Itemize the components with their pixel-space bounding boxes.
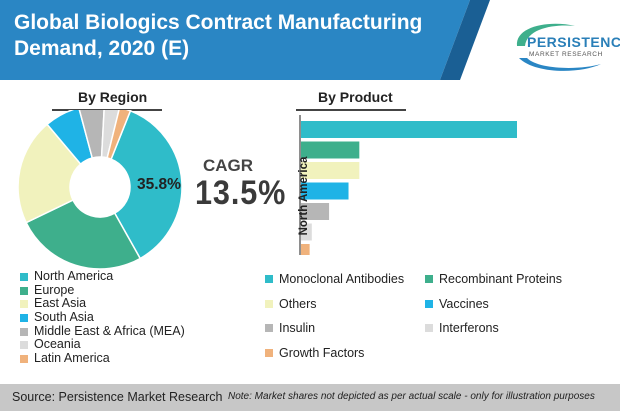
legend-swatch bbox=[20, 341, 28, 350]
legend-swatch bbox=[20, 286, 28, 295]
donut-slice-europe bbox=[25, 199, 142, 270]
logo-swoosh-icon bbox=[516, 23, 601, 71]
north-america-share-label: 35.8% bbox=[137, 176, 181, 193]
legend-swatch bbox=[20, 273, 28, 281]
footer-bar: Source: Persistence Market Research Note… bbox=[0, 384, 620, 411]
legend-swatch bbox=[20, 300, 28, 309]
cagr-label: CAGR bbox=[203, 156, 254, 175]
region-legend: North America Europe East Asia South Asia Mi… bbox=[20, 269, 185, 366]
legend-item-insulin: Insulin bbox=[265, 321, 315, 335]
legend-swatch bbox=[20, 327, 28, 336]
legend-item-south-asia: South Asia bbox=[20, 310, 185, 325]
legend-swatch bbox=[425, 275, 433, 283]
legend-swatch bbox=[265, 299, 273, 308]
donut-slice-north-america bbox=[110, 110, 183, 260]
legend-label: Europe bbox=[34, 282, 75, 297]
legend-item-others: Others bbox=[265, 297, 317, 311]
legend-label: South Asia bbox=[34, 310, 94, 325]
bar-recombinant-proteins bbox=[301, 141, 360, 159]
logo-name: PERSISTENCE bbox=[527, 34, 620, 50]
legend-label: Middle East & Africa (MEA) bbox=[34, 323, 185, 338]
legend-label: Vaccines bbox=[439, 296, 489, 311]
page-title: Global Biologics Contract Manufacturing … bbox=[14, 11, 423, 60]
footer-note: Note: Market shares not depicted as per … bbox=[228, 391, 595, 402]
logo-subtitle: MARKET RESEARCH bbox=[529, 51, 603, 58]
region-heading: By Region bbox=[78, 89, 148, 105]
legend-label: Others bbox=[279, 296, 317, 311]
bar-growth-factors bbox=[301, 244, 310, 255]
legend-item-growth-factors: Growth Factors bbox=[265, 346, 364, 360]
product-heading-underline bbox=[296, 109, 406, 111]
legend-item-east-asia: East Asia bbox=[20, 297, 185, 311]
bar-interferons bbox=[301, 223, 312, 241]
legend-label: Monoclonal Antibodies bbox=[279, 272, 405, 286]
legend-swatch bbox=[425, 299, 433, 308]
legend-label: Growth Factors bbox=[279, 345, 365, 360]
legend-swatch bbox=[425, 324, 433, 332]
legend-item-recombinant-proteins: Recombinant Proteins bbox=[425, 272, 562, 286]
legend-label: North America bbox=[34, 269, 114, 283]
donut-slice-latin-america bbox=[106, 110, 132, 161]
legend-swatch bbox=[265, 275, 273, 283]
legend-item-middle-east-africa-mea: Middle East & Africa (MEA) bbox=[20, 323, 185, 339]
title-banner: Global Biologics Contract Manufacturing … bbox=[0, 0, 500, 80]
legend-swatch bbox=[20, 314, 28, 323]
legend-swatch bbox=[265, 324, 273, 332]
legend-label: Insulin bbox=[279, 321, 316, 335]
legend-label: Oceania bbox=[34, 337, 81, 352]
bar-axis-label: North America bbox=[298, 156, 310, 236]
legend-label: Latin America bbox=[34, 351, 110, 366]
legend-item-interferons: Interferons bbox=[425, 321, 499, 335]
cagr-value: 13.5% bbox=[195, 174, 287, 212]
legend-item-europe: Europe bbox=[20, 282, 185, 298]
legend-item-north-america: North America bbox=[20, 269, 185, 284]
product-legend: Monoclonal Antibodies Recombinant Protein… bbox=[265, 272, 615, 372]
product-heading: By Product bbox=[318, 89, 393, 105]
bar-vaccines bbox=[301, 182, 349, 200]
product-bar-chart bbox=[299, 115, 517, 255]
legend-item-oceania: Oceania bbox=[20, 338, 185, 352]
source-text: Source: Persistence Market Research bbox=[12, 390, 223, 404]
legend-label: East Asia bbox=[34, 296, 87, 311]
bar-monoclonal-antibodies bbox=[301, 121, 517, 138]
legend-item-latin-america: Latin America bbox=[20, 351, 185, 366]
banner-shape bbox=[0, 0, 490, 80]
legend-item-monoclonal-antibodies: Monoclonal Antibodies bbox=[265, 272, 404, 286]
legend-label: Interferons bbox=[439, 321, 499, 335]
bar-insulin bbox=[301, 203, 330, 220]
legend-label: Recombinant Proteins bbox=[439, 272, 562, 286]
region-donut-chart bbox=[17, 110, 183, 270]
donut-slice-east-asia bbox=[17, 123, 82, 224]
legend-swatch bbox=[20, 355, 28, 364]
bar-others bbox=[301, 162, 360, 179]
legend-swatch bbox=[265, 348, 273, 357]
legend-item-vaccines: Vaccines bbox=[425, 297, 489, 311]
company-logo: PERSISTENCE MARKET RESEARCH bbox=[505, 18, 620, 78]
